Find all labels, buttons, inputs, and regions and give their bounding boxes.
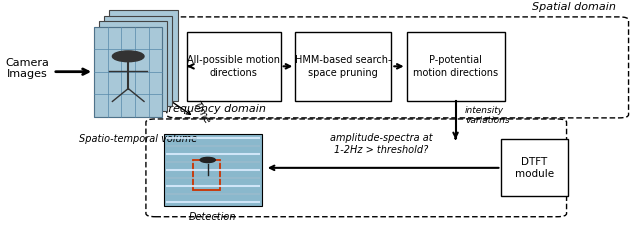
Text: Camera
Images: Camera Images [5,58,49,79]
Text: intensity
variations: intensity variations [465,106,509,126]
Text: amplitude-spectra at
1-2Hz > threshold?: amplitude-spectra at 1-2Hz > threshold? [330,133,433,155]
Text: Frequency domain: Frequency domain [162,104,266,114]
Bar [193,160,221,190]
Text: Spatial domain: Spatial domain [532,2,616,11]
Bar [295,32,391,101]
Text: P-potential
motion directions: P-potential motion directions [413,55,498,78]
Text: All-possible motion
directions: All-possible motion directions [188,55,280,78]
Bar [164,134,262,206]
Bar [94,27,163,117]
Circle shape [113,51,144,62]
Circle shape [200,157,215,162]
Text: DTFT
module: DTFT module [515,157,554,179]
Bar [187,32,281,101]
Text: Detection: Detection [189,212,236,223]
Bar [104,16,173,106]
Text: Spatio-temporal volume: Spatio-temporal volume [79,134,198,144]
Bar [406,32,504,101]
Bar [109,10,177,101]
Text: HMM-based search-
space pruning: HMM-based search- space pruning [295,55,392,78]
Bar [501,139,568,196]
Text: Time: Time [191,100,212,126]
Bar [99,21,168,111]
